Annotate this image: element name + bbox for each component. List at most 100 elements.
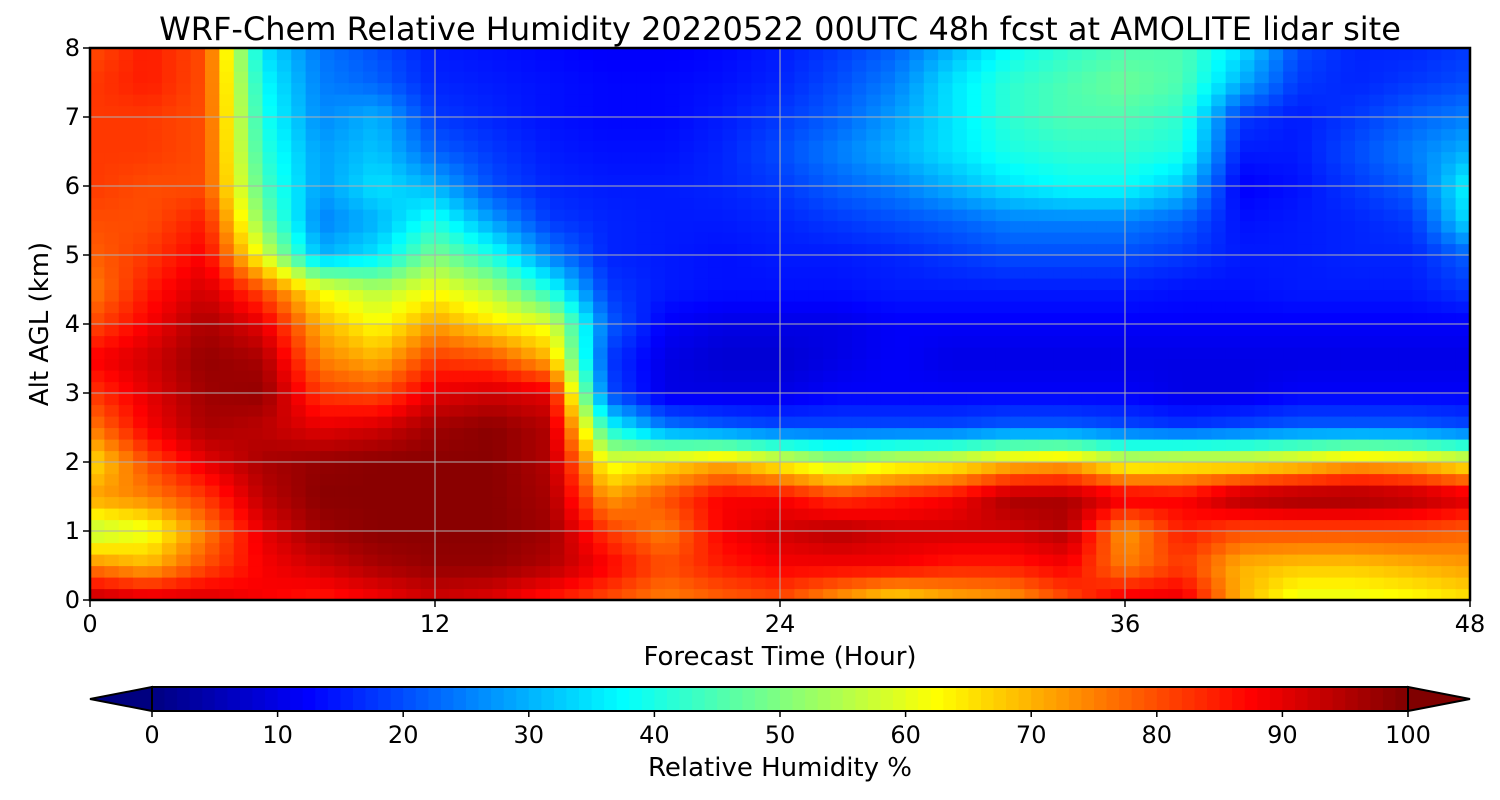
heatmap-cell [1182, 588, 1198, 600]
heatmap-cell [147, 416, 163, 429]
heatmap-cell [837, 462, 853, 475]
heatmap-cell [435, 542, 450, 555]
heatmap-cell [1268, 577, 1284, 590]
heatmap-cell [1211, 588, 1227, 600]
heatmap-cell [751, 324, 767, 337]
heatmap-cell [1412, 358, 1428, 371]
heatmap-cell [736, 358, 752, 371]
heatmap-cell [492, 151, 508, 164]
colorbar-upper-extension [1407, 685, 1471, 713]
heatmap-cell [823, 243, 839, 256]
heatmap-cell [104, 48, 120, 61]
heatmap-cell [550, 232, 565, 245]
heatmap-cell [205, 577, 220, 590]
heatmap-cell [492, 59, 508, 72]
heatmap-cell [1067, 151, 1083, 164]
heatmap-cell [981, 209, 997, 222]
heatmap-cell [938, 508, 954, 521]
heatmap-cell [1455, 450, 1470, 463]
heatmap-cell [1110, 151, 1126, 164]
heatmap-cell [1340, 324, 1356, 337]
heatmap-cell [751, 163, 767, 176]
heatmap-cell [895, 128, 910, 141]
heatmap-cell [1326, 462, 1342, 475]
heatmap-cell [161, 324, 177, 337]
heatmap-cell [391, 404, 407, 417]
heatmap-cell [966, 519, 982, 532]
heatmap-cell [1096, 48, 1112, 61]
heatmap-cell [348, 347, 364, 360]
heatmap-cell [909, 117, 925, 130]
heatmap-cell [1355, 220, 1370, 233]
heatmap-cell [176, 554, 192, 567]
heatmap-cell [923, 82, 939, 95]
heatmap-cell [895, 588, 910, 600]
heatmap-cell [205, 174, 220, 187]
heatmap-cell [1125, 519, 1140, 532]
heatmap-cell [808, 186, 824, 199]
heatmap-cell [1383, 232, 1399, 245]
heatmap-cell [693, 496, 709, 509]
heatmap-cell [866, 232, 882, 245]
heatmap-cell [1283, 255, 1299, 268]
heatmap-cell [1053, 588, 1069, 600]
heatmap-cell [1455, 381, 1470, 394]
heatmap-cell [1010, 347, 1025, 360]
heatmap-cell [262, 473, 278, 486]
heatmap-cell [334, 577, 350, 590]
heatmap-cell [1383, 542, 1399, 555]
heatmap-cell [923, 358, 939, 371]
heatmap-cell [406, 117, 422, 130]
heatmap-cell [736, 289, 752, 302]
heatmap-cell [1311, 209, 1327, 222]
heatmap-cell [607, 404, 623, 417]
heatmap-cell [205, 324, 220, 337]
heatmap-cell [291, 197, 307, 210]
heatmap-cell [118, 485, 134, 498]
heatmap-cell [219, 71, 235, 84]
heatmap-cell [276, 358, 292, 371]
heatmap-cell [765, 209, 781, 222]
heatmap-cell [995, 531, 1011, 544]
heatmap-cell [578, 232, 594, 245]
heatmap-cell [348, 335, 364, 348]
heatmap-cell [851, 94, 867, 107]
heatmap-cell [320, 312, 335, 325]
heatmap-cell [851, 289, 867, 302]
heatmap-cell [1196, 312, 1212, 325]
heatmap-cell [679, 381, 695, 394]
heatmap-cell [305, 243, 321, 256]
heatmap-cell [1067, 439, 1083, 452]
heatmap-cell [1153, 531, 1169, 544]
heatmap-cell [765, 473, 781, 486]
heatmap-cell [578, 82, 594, 95]
heatmap-cell [1412, 565, 1428, 578]
heatmap-cell [176, 243, 192, 256]
heatmap-cell [262, 393, 278, 406]
heatmap-cell [262, 577, 278, 590]
heatmap-cell [1067, 485, 1083, 498]
heatmap-cell [1240, 220, 1255, 233]
heatmap-cell [780, 404, 795, 417]
heatmap-cell [1067, 197, 1083, 210]
heatmap-cell [305, 324, 321, 337]
heatmap-cell [506, 289, 522, 302]
heatmap-cell [909, 232, 925, 245]
heatmap-cell [262, 59, 278, 72]
heatmap-cell [679, 94, 695, 107]
heatmap-cell [1340, 289, 1356, 302]
heatmap-cell [564, 186, 580, 199]
colorbar-segment [780, 687, 794, 711]
heatmap-cell [1254, 82, 1270, 95]
heatmap-cell [1455, 508, 1470, 521]
heatmap-cell [1153, 358, 1169, 371]
heatmap-cell [348, 220, 364, 233]
heatmap-cell [1297, 370, 1313, 383]
heatmap-cell [305, 473, 321, 486]
heatmap-cell [391, 174, 407, 187]
heatmap-cell [1110, 94, 1126, 107]
heatmap-cell [981, 82, 997, 95]
heatmap-cell [276, 312, 292, 325]
colorbar-segment [880, 687, 894, 711]
heatmap-cell [1067, 71, 1083, 84]
